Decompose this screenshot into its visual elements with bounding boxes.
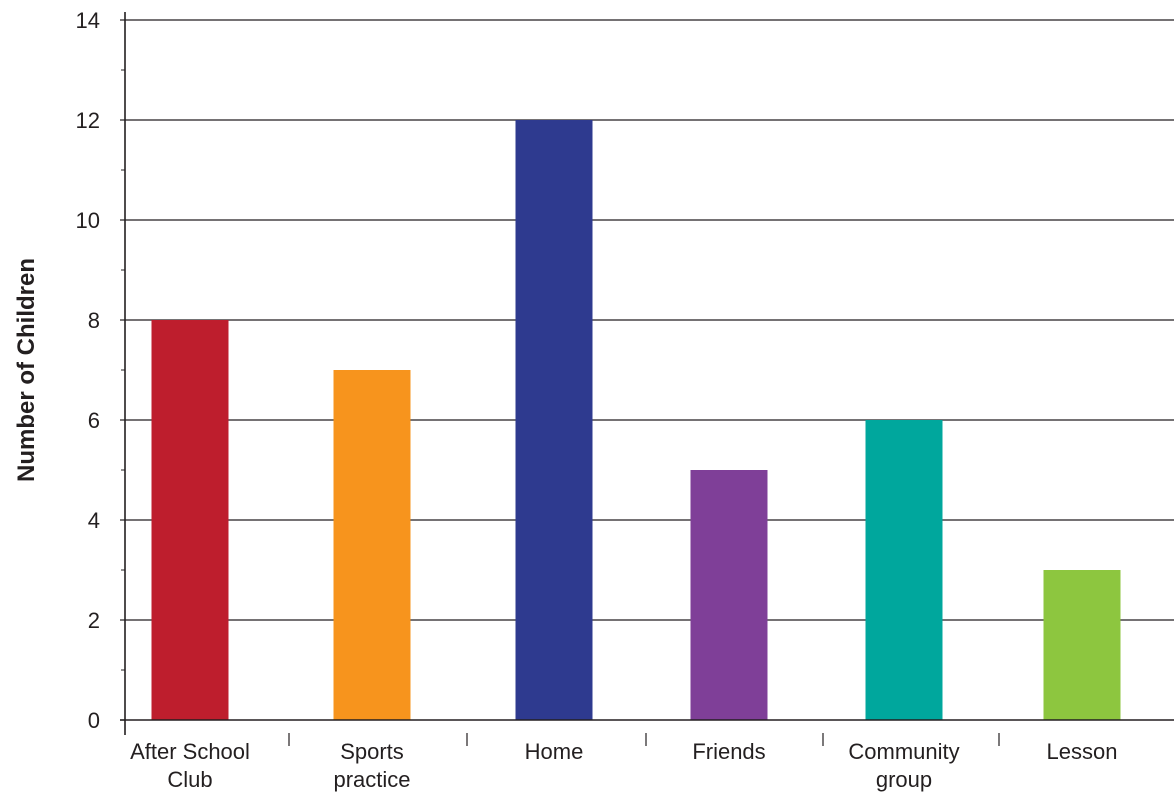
bar (865, 420, 943, 720)
labels: 0 2 4 6 8 10 12 14 After School Club Sports practic… (76, 8, 1118, 792)
bar (333, 370, 411, 720)
y-tick-label: 14 (76, 8, 100, 33)
x-tick-label: Sports (340, 739, 404, 764)
y-tick-label: 10 (76, 208, 100, 233)
y-tick-label: 6 (88, 408, 100, 433)
bar (515, 120, 593, 720)
x-tick-label: practice (333, 767, 410, 792)
gridlines (125, 19, 1174, 621)
x-tick-label: Lesson (1047, 739, 1118, 764)
y-tick-label: 8 (88, 308, 100, 333)
bar (151, 320, 229, 720)
x-tick-label: Friends (692, 739, 765, 764)
y-tick-label: 4 (88, 508, 100, 533)
x-tick-label: Community (848, 739, 959, 764)
x-tick-label: After School (130, 739, 250, 764)
x-tick-label: Home (525, 739, 584, 764)
bar (1043, 570, 1121, 720)
bar (690, 470, 768, 720)
y-axis-title: Number of Children (13, 258, 40, 482)
y-tick-label: 2 (88, 608, 100, 633)
axes (120, 12, 1174, 746)
y-tick-label: 0 (88, 708, 100, 733)
x-tick-label: Club (167, 767, 212, 792)
x-tick-label: group (876, 767, 932, 792)
bars (151, 120, 1121, 720)
y-tick-label: 12 (76, 108, 100, 133)
